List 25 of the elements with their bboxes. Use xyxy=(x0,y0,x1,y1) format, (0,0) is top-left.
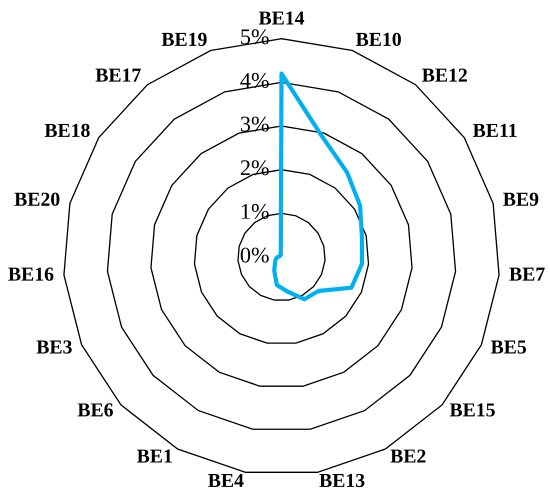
spoke-label: BE20 xyxy=(14,192,60,206)
spoke-label: BE5 xyxy=(490,340,526,354)
spoke-label: BE13 xyxy=(319,474,364,488)
spoke-label: BE12 xyxy=(422,68,467,82)
spoke-label: BE4 xyxy=(208,474,244,487)
spoke-label: BE16 xyxy=(8,268,54,281)
y-tick-label: 4% xyxy=(240,72,269,88)
y-tick-label: 3% xyxy=(240,116,269,132)
spoke-label: BE7 xyxy=(509,268,545,281)
spoke-label: BE6 xyxy=(78,403,113,417)
spoke-label: BE19 xyxy=(162,32,207,46)
y-tick-label: 2% xyxy=(240,160,269,176)
spoke-label: BE10 xyxy=(356,32,401,46)
y-tick-label: 5% xyxy=(241,29,269,44)
spoke-label: BE3 xyxy=(36,340,72,354)
spoke-label: BE15 xyxy=(450,403,495,417)
y-tick-label: 0% xyxy=(240,248,269,263)
spoke-label: BE18 xyxy=(44,124,90,138)
spoke-label: BE11 xyxy=(472,124,517,137)
spoke-label: BE2 xyxy=(390,449,426,463)
spoke-label: BE1 xyxy=(136,450,172,463)
spoke-label: BE14 xyxy=(258,11,304,25)
spoke-label: BE17 xyxy=(96,68,141,82)
y-tick-label: 1% xyxy=(242,204,269,219)
spoke-label: BE9 xyxy=(503,192,538,206)
